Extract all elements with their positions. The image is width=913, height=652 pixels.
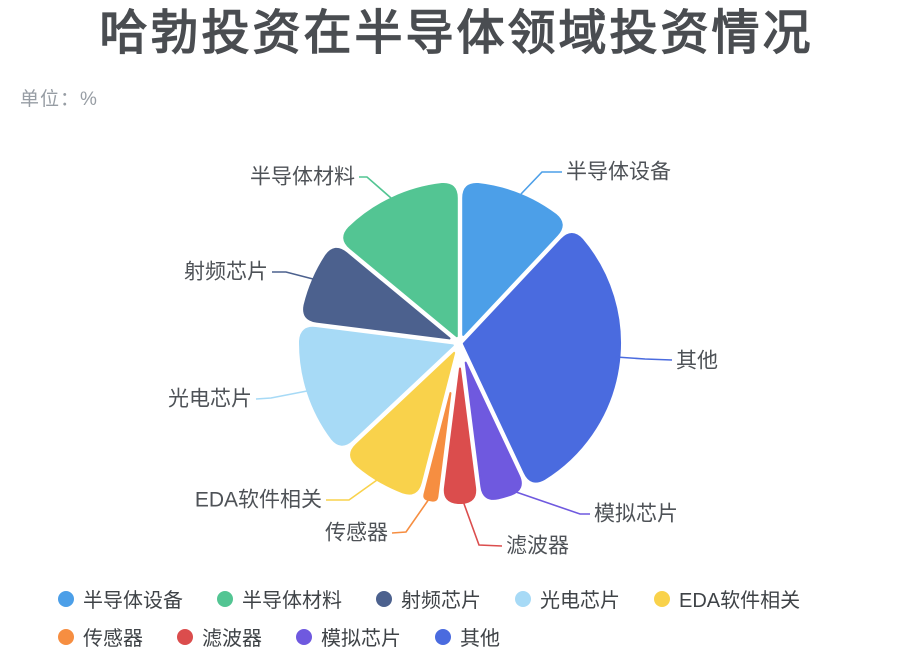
- legend-dot-半导体设备: [58, 590, 74, 607]
- slice-label-传感器: 传感器: [325, 521, 388, 545]
- pie-slice-射频芯片[interactable]: [303, 247, 451, 340]
- label-leader-line-EDA软件相关: [326, 479, 378, 501]
- pie-slices-group: [299, 183, 621, 504]
- legend-label: 射频芯片: [401, 590, 481, 612]
- legend-label: 滤波器: [202, 628, 262, 650]
- legend-dot-射频芯片: [376, 590, 392, 607]
- legend-item-光电芯片[interactable]: 光电芯片: [515, 584, 620, 613]
- chart-title: 哈勃投资在半导体领域投资情况: [99, 7, 814, 60]
- label-leader-line-半导体设备: [520, 171, 562, 195]
- legend-dot-半导体材料: [217, 590, 233, 607]
- legend-item-半导体材料[interactable]: 半导体材料: [217, 584, 342, 613]
- legend-item-传感器[interactable]: 传感器: [58, 622, 143, 651]
- label-leader-line-传感器: [391, 498, 430, 534]
- unit-label: 单位：%: [20, 89, 98, 110]
- legend-dot-传感器: [58, 628, 74, 645]
- pie-slice-传感器[interactable]: [423, 392, 452, 502]
- legend-label: 传感器: [83, 628, 143, 650]
- label-leader-line-半导体材料: [359, 176, 392, 199]
- legend-row-2: 传感器 滤波器 模拟芯片 其他: [58, 622, 800, 651]
- pie-slice-模拟芯片[interactable]: [464, 361, 522, 500]
- pie-slice-EDA软件相关[interactable]: [350, 351, 456, 495]
- legend-item-模拟芯片[interactable]: 模拟芯片: [296, 622, 401, 651]
- legend-item-射频芯片[interactable]: 射频芯片: [376, 584, 481, 613]
- legend-item-EDA软件相关[interactable]: EDA软件相关: [654, 584, 800, 613]
- legend-dot-模拟芯片: [296, 628, 312, 645]
- label-leader-line-光电芯片: [255, 390, 308, 400]
- label-leader-line-其他: [615, 356, 673, 361]
- legend-item-其他[interactable]: 其他: [435, 622, 500, 651]
- slice-label-半导体设备: 半导体设备: [566, 160, 671, 184]
- slice-label-模拟芯片: 模拟芯片: [594, 502, 678, 526]
- legend-label: 模拟芯片: [321, 628, 401, 650]
- legend-item-滤波器[interactable]: 滤波器: [177, 622, 262, 651]
- pie-slice-其他[interactable]: [462, 233, 621, 483]
- legend: 半导体设备 半导体材料 射频芯片 光电芯片 EDA软件相关传感器 滤波器 模拟芯片 其他: [58, 584, 800, 651]
- slice-label-滤波器: 滤波器: [506, 534, 569, 558]
- legend-label: 光电芯片: [540, 590, 620, 612]
- legend-row-1: 半导体设备 半导体材料 射频芯片 光电芯片 EDA软件相关: [58, 584, 800, 613]
- leader-lines-group: [255, 171, 673, 547]
- pie-slice-滤波器[interactable]: [443, 367, 477, 504]
- pie-slice-半导体材料[interactable]: [343, 183, 458, 338]
- legend-label: EDA软件相关: [679, 590, 801, 612]
- legend-dot-光电芯片: [515, 590, 531, 607]
- slice-label-半导体材料: 半导体材料: [250, 165, 355, 189]
- label-leader-line-滤波器: [462, 500, 503, 547]
- legend-dot-其他: [435, 628, 451, 645]
- legend-dot-EDA软件相关: [654, 590, 670, 607]
- legend-item-半导体设备[interactable]: 半导体设备: [58, 584, 183, 613]
- pie-slice-光电芯片[interactable]: [299, 326, 454, 446]
- legend-label: 半导体设备: [83, 590, 183, 612]
- label-leader-line-射频芯片: [272, 271, 314, 280]
- pie-slice-半导体设备[interactable]: [462, 183, 563, 336]
- slice-label-EDA软件相关: EDA软件相关: [194, 488, 322, 512]
- legend-dot-滤波器: [177, 628, 193, 645]
- legend-label: 其他: [460, 628, 500, 650]
- slice-label-其他: 其他: [676, 349, 718, 373]
- slice-label-光电芯片: 光电芯片: [168, 387, 252, 411]
- slice-label-射频芯片: 射频芯片: [184, 260, 268, 284]
- label-leader-line-模拟芯片: [515, 491, 590, 515]
- legend-label: 半导体材料: [242, 590, 342, 612]
